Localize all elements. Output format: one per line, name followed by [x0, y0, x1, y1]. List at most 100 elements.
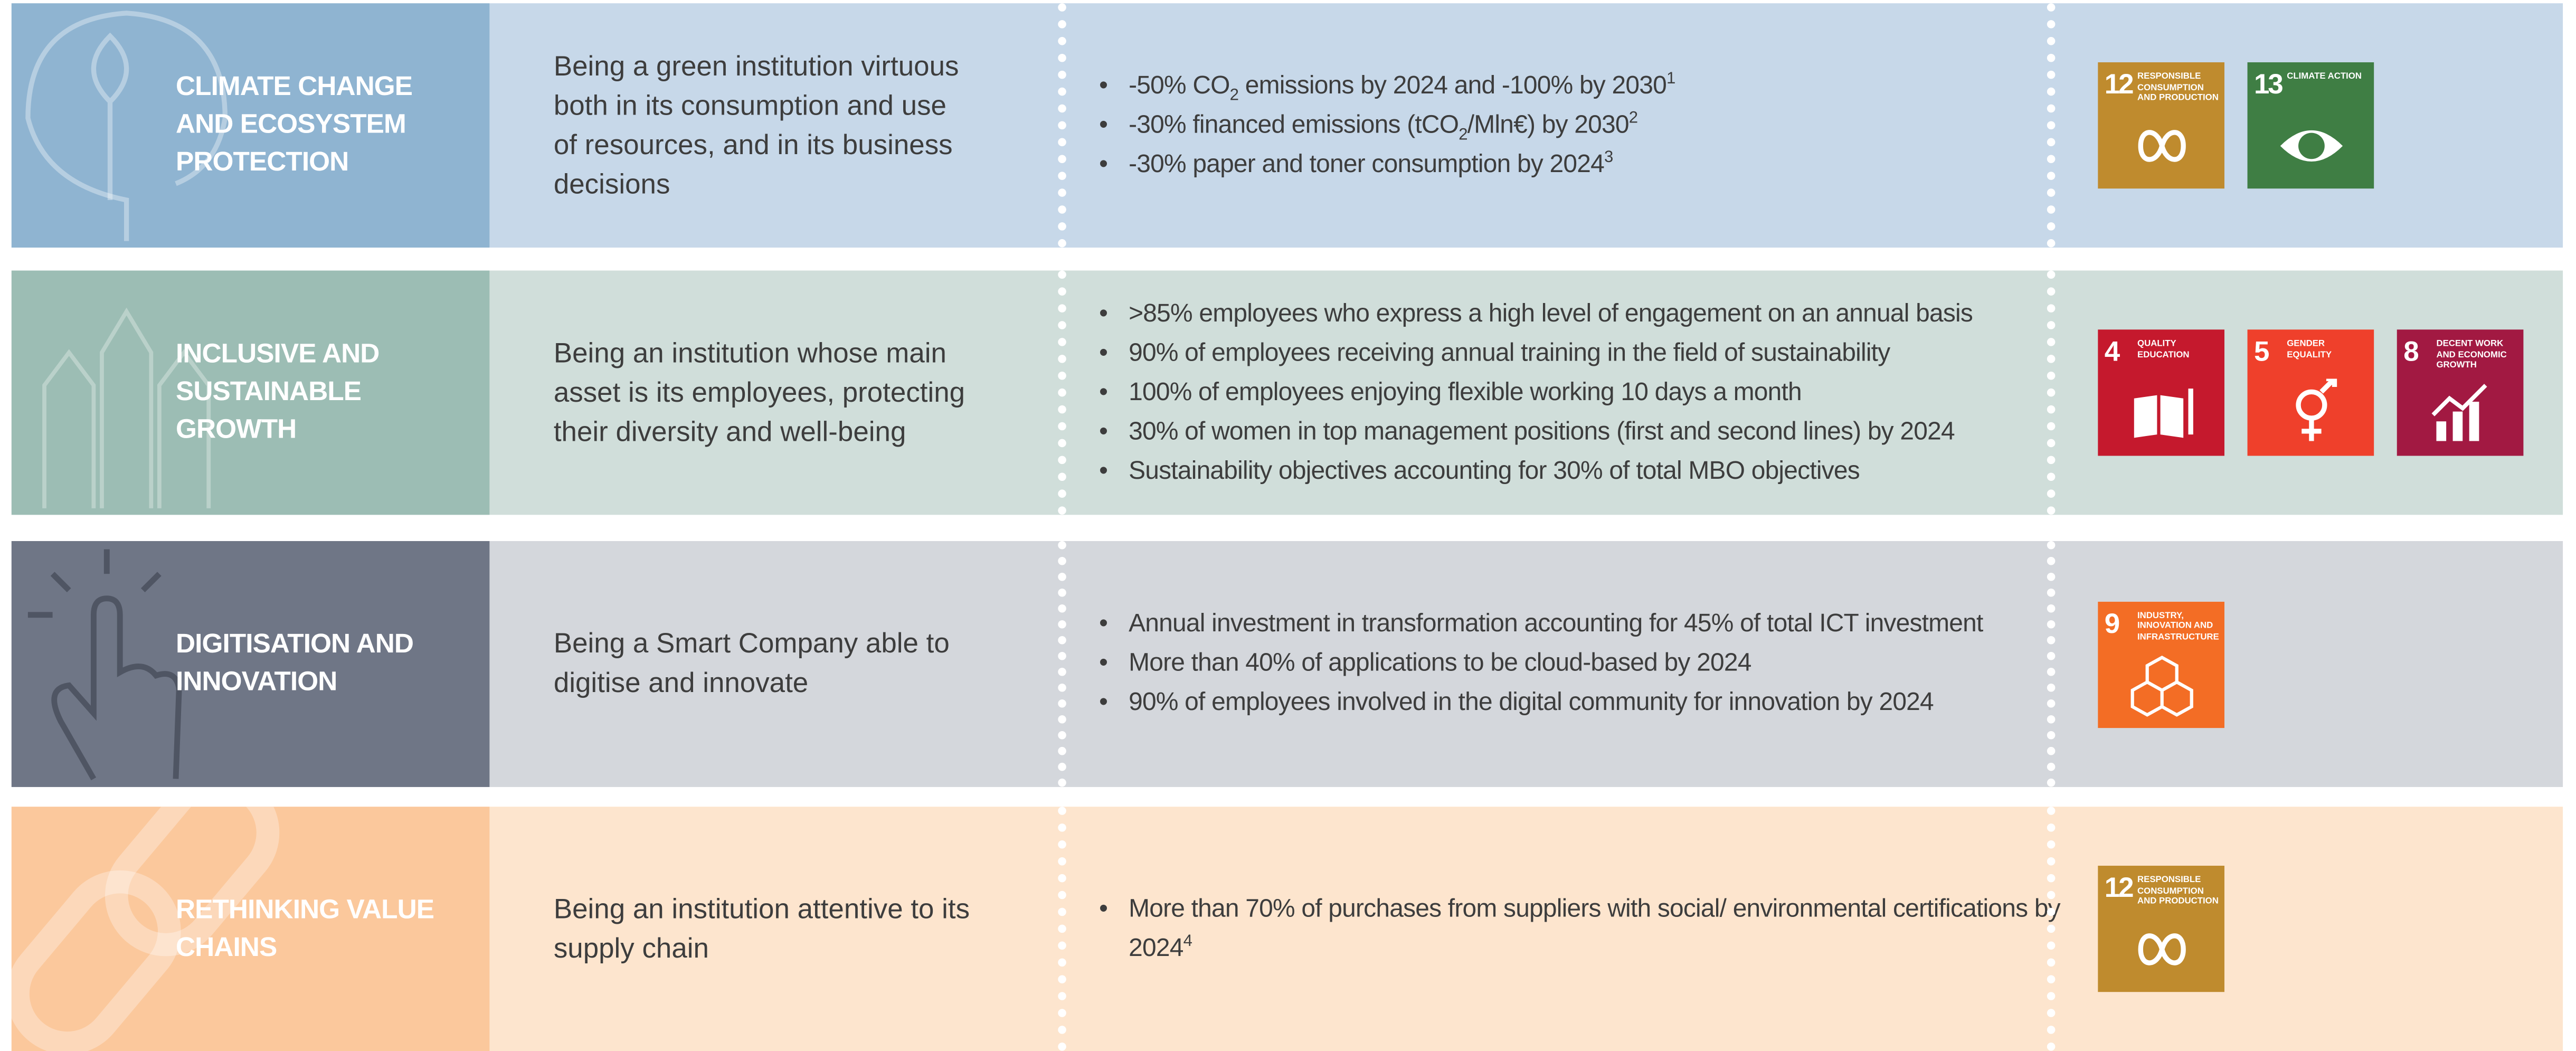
- dotted-separator: [2047, 270, 2056, 515]
- description: Being an institution attentive to its sup…: [554, 807, 970, 1051]
- target-text: /Mln€) by 2030: [1467, 110, 1630, 139]
- sdg-symbol: [2431, 384, 2487, 441]
- targets: Annual investment in transformation acco…: [1096, 541, 2065, 787]
- sdg-symbol: [2296, 378, 2337, 441]
- category-panel: INCLUSIVE AND SUSTAINABLE GROWTH: [11, 270, 490, 515]
- targets: >85% employees who express a high level …: [1096, 271, 2065, 515]
- sdg-label: DECENT WORK AND ECONOMIC GROWTH: [2436, 339, 2507, 371]
- target: Annual investment in transformation acco…: [1096, 605, 2065, 645]
- target-text: 100% of employees enjoying flexible work…: [1129, 377, 1802, 406]
- dotted-separator: [2047, 541, 2056, 787]
- content-panel: Being a Smart Company able to digitise an…: [489, 541, 2563, 787]
- title-line: DIGITISATION AND: [176, 629, 414, 659]
- category-icon: [27, 549, 182, 781]
- target: -30% financed emissions (tCO2/Mln€) by 2…: [1096, 106, 2065, 145]
- description-line: their diversity and well-being: [553, 415, 906, 447]
- sdg-symbol: [2138, 130, 2186, 162]
- target: More than 40% of applications to be clou…: [1096, 645, 2065, 684]
- sdg-number: 5: [2253, 336, 2270, 367]
- subscript: 2: [1229, 86, 1239, 105]
- target-text: Sustainability objectives accounting for…: [1129, 457, 1860, 485]
- target-text: 90% of employees receiving annual traini…: [1129, 338, 1890, 367]
- description-line: digitise and innovate: [553, 667, 809, 699]
- description-line: both in its consumption and use: [553, 89, 946, 121]
- target-text: More than 70% of purchases from supplier…: [1129, 894, 2061, 962]
- target-text: 30% of women in top management positions…: [1129, 417, 1955, 446]
- sdg-number: 9: [2104, 607, 2120, 639]
- description-line: Being an institution whose main: [553, 337, 946, 368]
- row: RETHINKING VALUE CHAINS Being an instituti…: [11, 807, 2563, 1051]
- category-title: RETHINKING VALUE CHAINS: [176, 807, 434, 1051]
- sdg-symbol: [2134, 389, 2193, 438]
- title-line: CLIMATE CHANGE: [176, 72, 413, 102]
- target-text: More than 40% of applications to be clou…: [1129, 649, 1751, 677]
- title-line: CHAINS: [176, 932, 277, 962]
- targets: -50% CO2 emissions by 2024 and -100% by …: [1096, 3, 2065, 248]
- description-line: decisions: [553, 168, 670, 200]
- sdg-label: RESPONSIBLE CONSUMPTION AND PRODUCTION: [2137, 875, 2219, 907]
- description-line: Being a green institution virtuous: [553, 50, 959, 81]
- content-panel: Being an institution attentive to its sup…: [489, 807, 2563, 1051]
- target-text: -50% CO: [1129, 71, 1230, 99]
- footnote-ref: 1: [1666, 69, 1675, 88]
- target-text: emissions by 2024 and -100% by 2030: [1238, 71, 1667, 99]
- sdg-number: 12: [2104, 69, 2134, 100]
- description-line: Being a Smart Company able to: [553, 628, 950, 659]
- target-text: >85% employees who express a high level …: [1129, 299, 1973, 327]
- category-panel: CLIMATE CHANGE AND ECOSYSTEM PROTECTION: [11, 3, 490, 248]
- description-line: Being an institution attentive to its: [553, 893, 970, 924]
- description: Being a green institution virtuous both i…: [554, 3, 959, 248]
- category-title: DIGITISATION AND INNOVATION: [176, 541, 414, 787]
- sdg-label: QUALITY EDUCATION: [2137, 339, 2190, 360]
- description: Being an institution whose main asset is …: [554, 271, 965, 515]
- footnote-ref: 4: [1183, 932, 1192, 950]
- title-line: INNOVATION: [176, 667, 337, 697]
- target: 90% of employees receiving annual traini…: [1096, 334, 2065, 373]
- targets: More than 70% of purchases from supplier…: [1096, 807, 2065, 1051]
- sdg-goals: 12 RESPONSIBLE CONSUMPTION AND PRODUCTION: [2098, 807, 2224, 1051]
- row: INCLUSIVE AND SUSTAINABLE GROWTH Being an i…: [11, 270, 2563, 515]
- sdg-icon: 4 QUALITY EDUCATION: [2098, 329, 2224, 456]
- dotted-separator: [1058, 3, 1066, 248]
- target-text: -30% paper and toner consumption by 2024: [1129, 150, 1605, 178]
- sdg-number: 13: [2253, 69, 2284, 100]
- target: 90% of employees involved in the digital…: [1096, 684, 2065, 723]
- row: CLIMATE CHANGE AND ECOSYSTEM PROTECTION Bei…: [11, 3, 2563, 248]
- sdg-icon: 12 RESPONSIBLE CONSUMPTION AND PRODUCTION: [2098, 866, 2224, 992]
- sdg-label: INDUSTRY, INNOVATION AND INFRASTRUCTURE: [2137, 611, 2219, 642]
- category-title: INCLUSIVE AND SUSTAINABLE GROWTH: [176, 271, 380, 515]
- description: Being a Smart Company able to digitise an…: [554, 541, 950, 787]
- title-line: RETHINKING VALUE: [176, 894, 434, 924]
- sdg-goals: 4 QUALITY EDUCATION 5 GENDER EQUALITY 8 DECEN…: [2098, 271, 2524, 515]
- dotted-separator: [1058, 541, 1066, 787]
- target: More than 70% of purchases from supplier…: [1096, 889, 2065, 968]
- target: 30% of women in top management positions…: [1096, 412, 2065, 452]
- sdg-number: 12: [2104, 872, 2134, 904]
- content-panel: Being an institution whose main asset is …: [489, 270, 2563, 515]
- sdg-symbol: [2280, 130, 2343, 162]
- category-panel: RETHINKING VALUE CHAINS: [11, 807, 490, 1051]
- category-icon: [42, 307, 211, 508]
- title-line: GROWTH: [176, 414, 297, 444]
- sdg-goals: 9 INDUSTRY, INNOVATION AND INFRASTRUCTURE: [2098, 541, 2224, 787]
- sdg-icon: 8 DECENT WORK AND ECONOMIC GROWTH: [2397, 329, 2524, 456]
- sdg-symbol: [2130, 655, 2193, 716]
- sdg-number: 4: [2104, 336, 2120, 367]
- sdg-goals: 12 RESPONSIBLE CONSUMPTION AND PRODUCTION…: [2098, 3, 2374, 248]
- category-icon: [11, 807, 280, 1051]
- category-icon: [25, 11, 228, 241]
- dotted-separator: [1058, 270, 1066, 515]
- dotted-separator: [1058, 807, 1066, 1051]
- sdg-icon: 13 CLIMATE ACTION: [2247, 62, 2374, 189]
- title-line: AND ECOSYSTEM: [176, 110, 406, 140]
- description-line: asset is its employees, protecting: [553, 376, 965, 408]
- category-panel: DIGITISATION AND INNOVATION: [11, 541, 490, 787]
- footnote-ref: 2: [1628, 109, 1638, 127]
- dotted-separator: [2047, 3, 2056, 248]
- target: 100% of employees enjoying flexible work…: [1096, 373, 2065, 413]
- sdg-symbol: [2138, 933, 2186, 965]
- sdg-label: CLIMATE ACTION: [2287, 72, 2362, 82]
- sdg-number: 8: [2403, 336, 2419, 367]
- target-text: 90% of employees involved in the digital…: [1129, 688, 1934, 717]
